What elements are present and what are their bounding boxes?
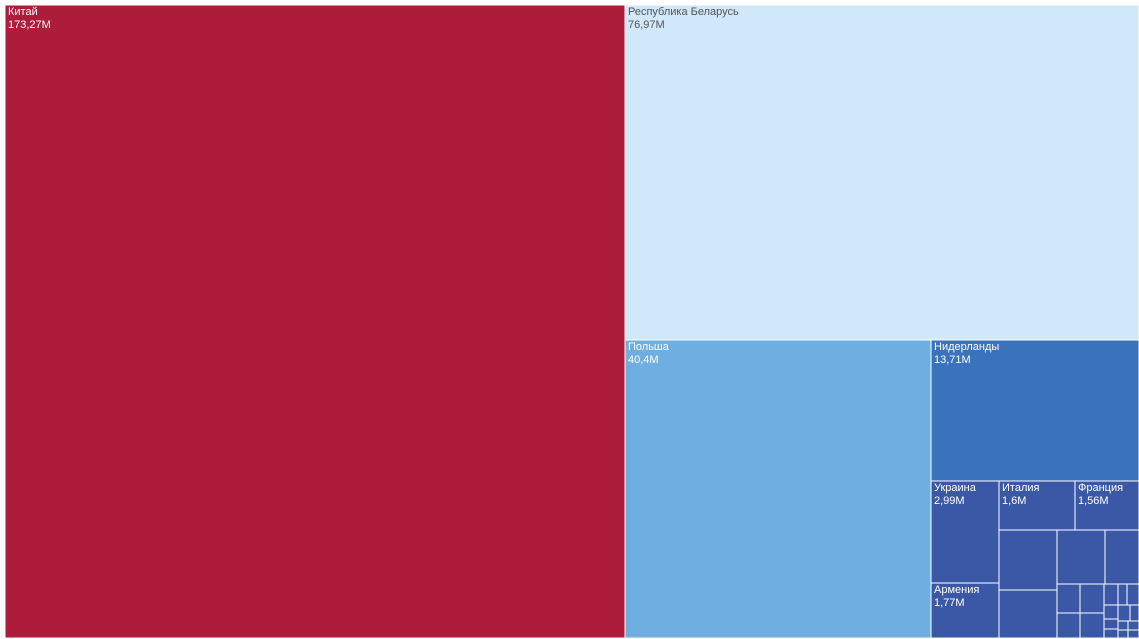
tile-rect-france[interactable] (1074, 480, 1139, 531)
tile-label-poland: Польша (628, 341, 670, 353)
small-tile-12[interactable] (1103, 604, 1119, 620)
tile-label-france: Франция (1078, 482, 1123, 494)
tile-rect-belarus[interactable] (624, 4, 1139, 341)
tile-value-poland: 40,4M (628, 354, 659, 366)
tile-value-netherlands: 13,71M (934, 354, 971, 366)
tile-value-italy: 1,6M (1002, 495, 1026, 507)
small-tile-7[interactable] (1103, 583, 1119, 606)
tile-label-armenia: Армения (934, 584, 979, 596)
small-tile-16[interactable] (1129, 604, 1139, 622)
tile-label-ukraine: Украина (934, 482, 977, 494)
small-tile-13[interactable] (1103, 618, 1119, 630)
tile-rect-poland[interactable] (624, 339, 932, 639)
treemap-small-tiles (998, 529, 1139, 639)
tile-label-netherlands: Нидерланды (934, 341, 999, 353)
small-tile-8[interactable] (1117, 583, 1128, 606)
small-tile-10[interactable] (1056, 612, 1081, 639)
small-tile-19[interactable] (1117, 629, 1129, 639)
tile-rect-china[interactable] (4, 4, 626, 639)
small-tile-2[interactable] (1056, 529, 1106, 585)
small-tile-6[interactable] (1079, 583, 1105, 614)
small-tile-20[interactable] (1127, 629, 1139, 639)
small-tile-5[interactable] (1056, 583, 1081, 614)
tile-value-france: 1,56M (1078, 495, 1109, 507)
small-tile-4[interactable] (998, 589, 1058, 639)
tile-label-china: Китай (8, 6, 38, 18)
tile-rect-armenia[interactable] (930, 582, 1000, 639)
tile-value-armenia: 1,77M (934, 597, 965, 609)
small-tile-17[interactable] (1117, 620, 1129, 631)
tile-rect-netherlands[interactable] (930, 339, 1139, 482)
small-tile-15[interactable] (1117, 604, 1131, 622)
small-tile-18[interactable] (1127, 620, 1139, 631)
tile-label-belarus: Республика Беларусь (628, 6, 739, 18)
small-tile-9[interactable] (1126, 583, 1139, 606)
small-tile-14[interactable] (1103, 628, 1119, 639)
tile-rect-italy[interactable] (998, 480, 1076, 531)
tile-label-italy: Италия (1002, 482, 1040, 494)
tile-value-china: 173,27M (8, 19, 51, 31)
small-tile-1[interactable] (998, 529, 1058, 591)
tile-rect-ukraine[interactable] (930, 480, 1000, 584)
small-tile-11[interactable] (1079, 612, 1105, 639)
tile-value-belarus: 76,97M (628, 19, 665, 31)
tile-value-ukraine: 2,99M (934, 495, 965, 507)
small-tile-3[interactable] (1104, 529, 1139, 585)
